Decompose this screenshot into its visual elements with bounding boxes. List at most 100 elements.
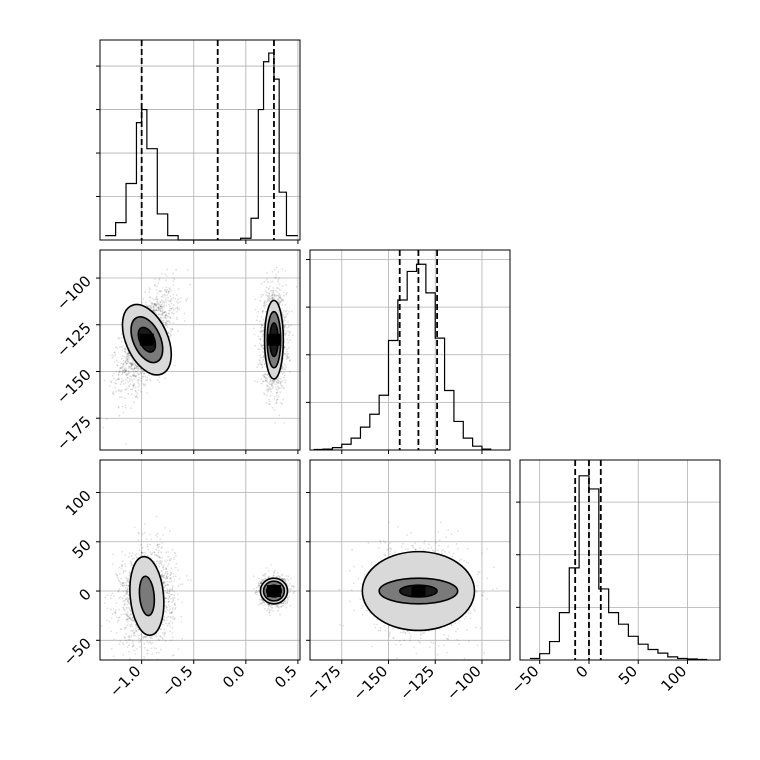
sample-point bbox=[172, 322, 175, 324]
sample-point bbox=[277, 396, 280, 399]
sample-point bbox=[126, 591, 129, 594]
sample-point bbox=[121, 584, 124, 587]
sample-point bbox=[139, 368, 142, 371]
sample-point bbox=[146, 545, 149, 548]
sample-point bbox=[120, 577, 122, 580]
sample-point bbox=[117, 619, 120, 622]
sample-point bbox=[171, 636, 174, 639]
sample-point bbox=[269, 290, 272, 292]
sample-point bbox=[265, 373, 268, 376]
sample-point bbox=[120, 390, 123, 393]
sample-point bbox=[117, 361, 119, 363]
sample-point bbox=[157, 545, 160, 548]
sample-point bbox=[127, 600, 129, 603]
sample-point bbox=[111, 356, 114, 359]
sample-point bbox=[146, 378, 149, 381]
sample-point bbox=[148, 297, 151, 299]
sample-point bbox=[110, 608, 112, 611]
sample-point bbox=[137, 374, 140, 376]
sample-point bbox=[260, 602, 262, 605]
sample-point bbox=[283, 329, 286, 332]
sample-point bbox=[123, 613, 126, 615]
sample-point bbox=[168, 591, 171, 593]
sample-point bbox=[137, 367, 139, 370]
sample-point bbox=[155, 634, 157, 637]
sample-point bbox=[127, 372, 130, 375]
sample-point bbox=[281, 403, 283, 405]
sample-point bbox=[167, 309, 170, 312]
sample-point bbox=[154, 303, 157, 306]
sample-point bbox=[265, 301, 268, 304]
sample-point bbox=[133, 632, 136, 635]
sample-point bbox=[277, 296, 280, 299]
sample-point bbox=[168, 310, 171, 312]
sample-point bbox=[260, 582, 262, 584]
sample-point bbox=[118, 414, 121, 417]
sample-point bbox=[171, 601, 174, 604]
sample-point bbox=[279, 301, 282, 304]
sample-point bbox=[143, 642, 146, 645]
sample-point bbox=[125, 370, 127, 372]
sample-point bbox=[125, 589, 128, 592]
sample-point bbox=[169, 615, 172, 618]
sample-point bbox=[113, 361, 116, 363]
sample-point bbox=[151, 637, 153, 639]
sample-point bbox=[131, 367, 134, 370]
sample-point bbox=[158, 376, 161, 379]
sample-point bbox=[125, 606, 127, 609]
sample-point bbox=[118, 597, 120, 599]
sample-point bbox=[171, 615, 174, 618]
sample-point bbox=[275, 287, 278, 290]
sample-point bbox=[129, 638, 131, 641]
sample-point bbox=[155, 303, 158, 306]
sample-point bbox=[126, 646, 129, 648]
sample-point bbox=[125, 369, 127, 372]
sample-point bbox=[137, 382, 140, 384]
sample-point bbox=[142, 383, 145, 385]
sample-point bbox=[275, 294, 278, 297]
sample-point bbox=[264, 300, 266, 302]
sample-point bbox=[128, 552, 131, 555]
sample-point bbox=[170, 330, 173, 333]
sample-point bbox=[168, 316, 171, 319]
sample-point bbox=[150, 647, 153, 650]
sample-point bbox=[124, 371, 127, 374]
sample-point bbox=[173, 552, 176, 554]
sample-point bbox=[166, 616, 168, 619]
sample-point bbox=[159, 310, 162, 312]
sample-point bbox=[287, 320, 289, 323]
sample-point bbox=[158, 307, 161, 309]
sample-point bbox=[134, 386, 137, 389]
sample-point bbox=[153, 647, 156, 649]
sample-point bbox=[177, 302, 180, 304]
sample-point bbox=[130, 554, 133, 557]
sample-point bbox=[171, 548, 174, 551]
sample-point bbox=[125, 368, 128, 370]
sample-point bbox=[173, 597, 176, 599]
histogram-step bbox=[105, 52, 298, 241]
sample-point bbox=[172, 618, 175, 620]
sample-point bbox=[159, 559, 162, 562]
sample-point bbox=[159, 305, 162, 307]
sample-point bbox=[150, 302, 153, 304]
sample-point bbox=[162, 623, 164, 626]
sample-point bbox=[266, 394, 268, 397]
sample-point bbox=[130, 614, 133, 616]
sample-point bbox=[105, 417, 108, 420]
sample-point bbox=[127, 555, 130, 558]
sample-point bbox=[277, 382, 280, 384]
sample-point bbox=[126, 353, 128, 355]
sample-point bbox=[119, 383, 122, 386]
sample-point bbox=[115, 379, 118, 382]
sample-point bbox=[166, 584, 169, 586]
sample-point bbox=[172, 296, 175, 299]
sample-point bbox=[271, 296, 274, 299]
sample-point bbox=[170, 616, 172, 619]
sample-point bbox=[269, 390, 272, 393]
sample-point bbox=[133, 373, 136, 376]
sample-point bbox=[116, 347, 119, 350]
sample-point bbox=[285, 331, 288, 334]
sample-point bbox=[103, 379, 106, 382]
sample-point bbox=[161, 574, 163, 577]
